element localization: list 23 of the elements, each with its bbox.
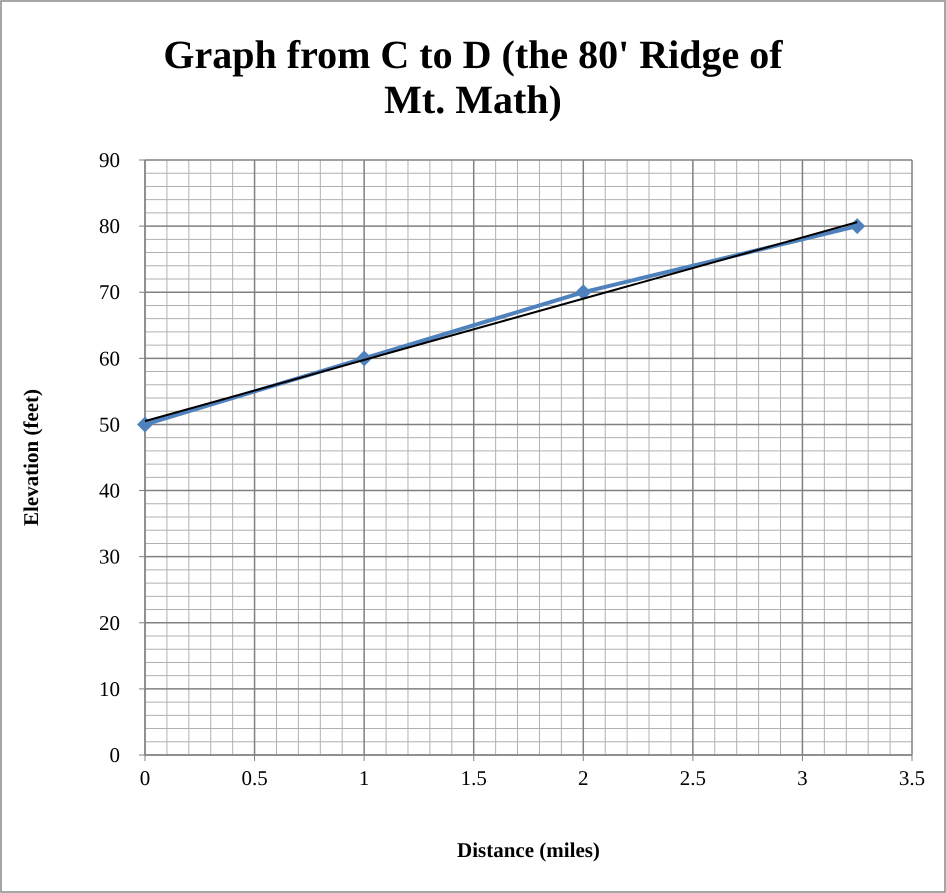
point xyxy=(575,284,592,300)
y-tick-label: 50 xyxy=(99,412,120,436)
y-tick-label: 90 xyxy=(99,148,120,172)
y-tick-label: 30 xyxy=(99,544,120,569)
point xyxy=(137,416,153,432)
x-tick-label: 0 xyxy=(140,766,150,790)
y-tick-label: 20 xyxy=(99,610,120,635)
x-tick-label: 1 xyxy=(358,766,370,790)
y-tick-label: 60 xyxy=(99,346,120,370)
x-tick-label: 0.5 xyxy=(241,766,268,790)
x-tick-label: 2.5 xyxy=(680,766,706,790)
y-tick-label: 10 xyxy=(99,676,120,701)
x-tick-label: 3.5 xyxy=(898,766,926,790)
x-tick-label: 2 xyxy=(578,766,589,790)
chart-title: Graph from C to D (the 80' Ridge of Mt. Math) xyxy=(163,32,784,122)
y-axis-title: Elevation (feet) xyxy=(19,388,43,526)
x-tick-label: 1.5 xyxy=(460,766,487,790)
x-tick-label: 3 xyxy=(797,766,808,790)
y-tick-label: 0 xyxy=(110,743,120,767)
y-tick-label: 70 xyxy=(99,280,120,304)
x-axis-title: Distance (miles) xyxy=(457,838,600,862)
y-tick-label: 80 xyxy=(99,214,120,238)
y-tick-label: 40 xyxy=(99,478,120,503)
